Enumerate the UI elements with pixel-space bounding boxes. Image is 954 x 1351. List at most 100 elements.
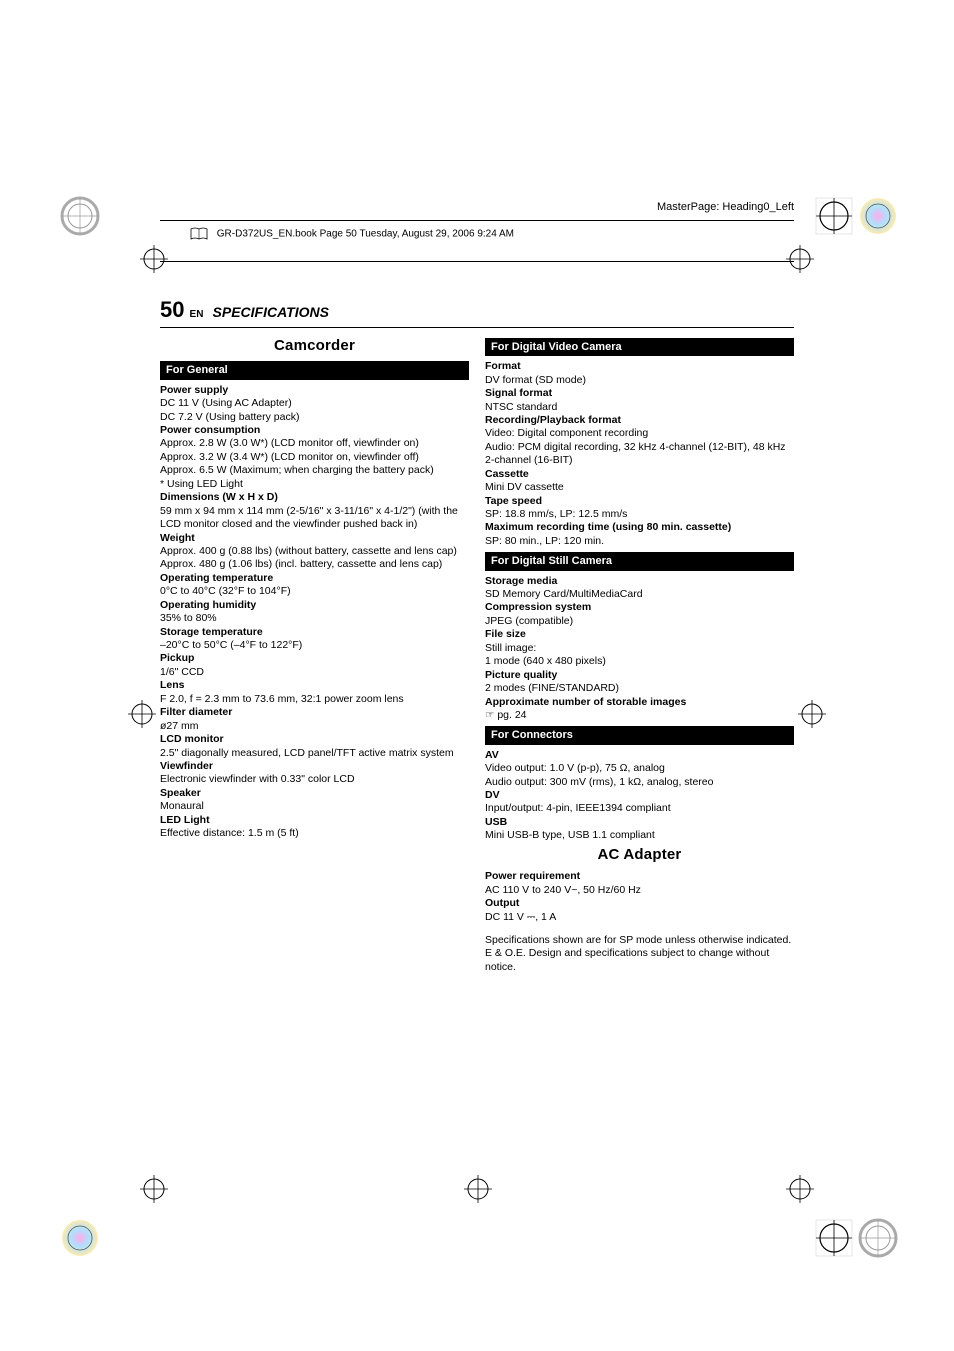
spec-label: Operating humidity [160, 599, 256, 611]
spec-value: Effective distance: 1.5 m (5 ft) [160, 827, 469, 840]
book-info-line: GR-D372US_EN.book Page 50 Tuesday, Augus… [90, 227, 864, 241]
spec-label: Power requirement [485, 870, 580, 882]
spec-value: 59 mm x 94 mm x 114 mm (2-5/16" x 3-11/1… [160, 505, 469, 532]
spec-value: Audio output: 300 mV (rms), 1 kΩ, analog… [485, 776, 794, 789]
spec-label: Viewfinder [160, 760, 213, 772]
book-icon [190, 227, 208, 241]
spec-ac-adapter: Power requirement AC 110 V to 240 V~, 50 … [485, 870, 794, 924]
spec-label: Weight [160, 532, 195, 544]
section-bar-general: For General [160, 361, 469, 379]
color-registration-mark [60, 196, 100, 236]
spec-value: Approx. 400 g (0.88 lbs) (without batter… [160, 545, 469, 558]
spec-value: 1 mode (640 x 480 pixels) [485, 655, 794, 668]
spec-value: SP: 80 min., LP: 120 min. [485, 535, 794, 548]
spec-value: DC 11 V ⎓, 1 A [485, 911, 794, 924]
spec-label: Pickup [160, 652, 194, 664]
color-registration-mark [60, 1218, 100, 1258]
spec-general: Power supplyDC 11 V (Using AC Adapter)DC… [160, 384, 469, 841]
spec-label: Signal format [485, 387, 552, 399]
spec-label: Storage media [485, 575, 557, 587]
page-title: SPECIFICATIONS [213, 304, 329, 320]
section-bar-connectors: For Connectors [485, 726, 794, 744]
book-info-text: GR-D372US_EN.book Page 50 Tuesday, Augus… [217, 229, 514, 240]
spec-value: * Using LED Light [160, 478, 469, 491]
spec-value: 0°C to 40°C (32°F to 104°F) [160, 585, 469, 598]
spec-label: DV [485, 789, 500, 801]
spec-value: NTSC standard [485, 401, 794, 414]
spec-value: Electronic viewfinder with 0.33" color L… [160, 773, 469, 786]
spec-label: File size [485, 628, 526, 640]
spec-label: Speaker [160, 787, 201, 799]
spec-value: 2 modes (FINE/STANDARD) [485, 682, 794, 695]
spec-label: Recording/Playback format [485, 414, 621, 426]
spec-value: ø27 mm [160, 720, 469, 733]
spec-label: Power consumption [160, 424, 260, 436]
page-number: 50 [160, 297, 184, 322]
crop-mark-icon [798, 700, 826, 728]
spec-label: Output [485, 897, 519, 909]
spec-label: LED Light [160, 814, 210, 826]
spec-value: Video: Digital component recording [485, 427, 794, 440]
spec-label: Picture quality [485, 669, 557, 681]
section-bar-video: For Digital Video Camera [485, 338, 794, 356]
crop-mark-icon [786, 245, 814, 273]
crop-mark-icon [464, 1175, 492, 1203]
spec-label: Lens [160, 679, 185, 691]
spec-label: USB [485, 816, 507, 828]
spec-value: 2.5" diagonally measured, LCD panel/TFT … [160, 747, 469, 760]
spec-label: Format [485, 360, 521, 372]
spec-still: Storage mediaSD Memory Card/MultiMediaCa… [485, 575, 794, 723]
color-registration-mark [858, 1218, 898, 1258]
spec-value: –20°C to 50°C (–4°F to 122°F) [160, 639, 469, 652]
spec-value: Input/output: 4-pin, IEEE1394 compliant [485, 802, 794, 815]
spec-label: Storage temperature [160, 626, 263, 638]
spec-value: JPEG (compatible) [485, 615, 794, 628]
crop-mark-icon [128, 700, 156, 728]
spec-value: DV format (SD mode) [485, 374, 794, 387]
spec-value: Monaural [160, 800, 469, 813]
spec-footnote: Specifications shown are for SP mode unl… [485, 934, 794, 974]
spec-label: LCD monitor [160, 733, 224, 745]
spec-value: Video output: 1.0 V (p-p), 75 Ω, analog [485, 762, 794, 775]
spec-label: Approximate number of storable images [485, 696, 686, 708]
section-bar-still: For Digital Still Camera [485, 552, 794, 570]
spec-value: DC 7.2 V (Using battery pack) [160, 411, 469, 424]
spec-value: Approx. 6.5 W (Maximum; when charging th… [160, 464, 469, 477]
page-header: 50 EN SPECIFICATIONS [160, 296, 794, 328]
spec-value: 1/6" CCD [160, 666, 469, 679]
page-language: EN [190, 309, 204, 320]
spec-label: Dimensions (W x H x D) [160, 491, 278, 503]
header-rule [160, 261, 794, 262]
spec-label: Filter diameter [160, 706, 232, 718]
spec-value: Still image: [485, 642, 794, 655]
spec-value: SP: 18.8 mm/s, LP: 12.5 mm/s [485, 508, 794, 521]
spec-value: ☞ pg. 24 [485, 709, 794, 722]
spec-value: Approx. 2.8 W (3.0 W*) (LCD monitor off,… [160, 437, 469, 450]
spec-value: Audio: PCM digital recording, 32 kHz 4-c… [485, 441, 794, 468]
right-column: For Digital Video Camera Format DV format… [485, 334, 794, 974]
spec-label: Tape speed [485, 495, 542, 507]
spec-value: Mini DV cassette [485, 481, 794, 494]
spec-value: Approx. 480 g (1.06 lbs) (incl. battery,… [160, 558, 469, 571]
spec-value: SD Memory Card/MultiMediaCard [485, 588, 794, 601]
crop-mark-icon [140, 245, 168, 273]
color-registration-mark [814, 196, 854, 236]
spec-label: Maximum recording time (using 80 min. ca… [485, 521, 731, 533]
spec-connectors: AVVideo output: 1.0 V (p-p), 75 Ω, analo… [485, 749, 794, 843]
spec-value: AC 110 V to 240 V~, 50 Hz/60 Hz [485, 884, 794, 897]
spec-video: Format DV format (SD mode)Signal format NT… [485, 360, 794, 548]
camcorder-heading: Camcorder [160, 336, 469, 356]
spec-label: Cassette [485, 468, 529, 480]
crop-mark-icon [140, 1175, 168, 1203]
master-page-label: MasterPage: Heading0_Left [90, 200, 864, 214]
spec-label: Operating temperature [160, 572, 273, 584]
ac-adapter-heading: AC Adapter [485, 845, 794, 865]
color-registration-mark [858, 196, 898, 236]
color-registration-mark [814, 1218, 854, 1258]
spec-value: DC 11 V (Using AC Adapter) [160, 397, 469, 410]
crop-mark-icon [786, 1175, 814, 1203]
spec-label: Power supply [160, 384, 228, 396]
spec-value: Approx. 3.2 W (3.4 W*) (LCD monitor on, … [160, 451, 469, 464]
header-rule [160, 220, 794, 221]
spec-label: Compression system [485, 601, 591, 613]
